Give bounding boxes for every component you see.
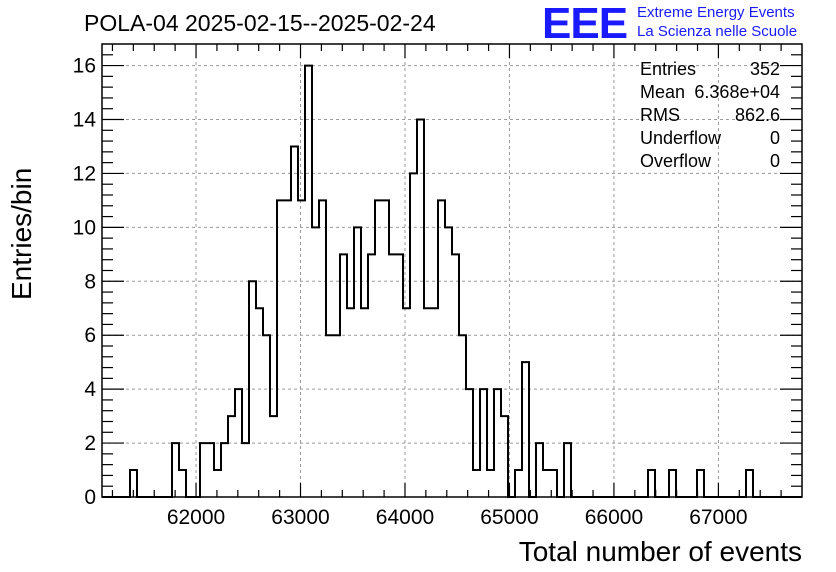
tick-labels: 0 2 4 6 8 10 12 14 16 62000 63000 64000 65000 66000 67… <box>73 55 748 529</box>
stats-value: 6.368e+04 <box>694 82 780 102</box>
stats-row-entries: Entries 352 <box>640 58 780 81</box>
x-tick-label: 63000 <box>271 506 329 529</box>
x-tick-label: 66000 <box>585 506 643 529</box>
stats-value: 0 <box>769 151 780 171</box>
y-tick-label: 8 <box>84 270 96 293</box>
logo-caption: Extreme Energy Events La Scienza nelle S… <box>637 3 797 41</box>
y-tick-label: 12 <box>73 162 96 185</box>
stats-label: Mean <box>640 82 686 102</box>
x-axis-label: Total number of events <box>518 536 802 567</box>
stats-row-underflow: Underflow 0 <box>640 127 780 150</box>
stats-row-overflow: Overflow 0 <box>640 150 780 173</box>
y-tick-label: 16 <box>73 55 96 78</box>
stats-label: Overflow <box>640 151 712 171</box>
y-axis-label: Entries/bin <box>6 167 37 300</box>
stats-row-mean: Mean 6.368e+04 <box>640 81 780 104</box>
stats-label: Underflow <box>640 128 722 148</box>
stats-value: 862.6 <box>734 105 780 125</box>
y-tick-label: 4 <box>84 378 96 401</box>
stats-label: RMS <box>640 105 680 125</box>
x-tick-label: 65000 <box>480 506 538 529</box>
stats-row-rms: RMS 862.6 <box>640 104 780 127</box>
y-tick-label: 14 <box>73 109 97 132</box>
chart-title: POLA-04 2025-02-15--2025-02-24 <box>84 10 436 36</box>
y-tick-label: 2 <box>84 432 96 455</box>
stats-box: Entries 352 Mean 6.368e+04 RMS 862.6 Underf… <box>640 58 780 173</box>
x-tick-label: 64000 <box>376 506 434 529</box>
stats-label: Entries <box>640 59 697 79</box>
y-tick-label: 6 <box>84 324 96 347</box>
y-tick-label: 0 <box>84 486 96 509</box>
stats-value: 0 <box>769 128 780 148</box>
x-tick-label: 62000 <box>167 506 225 529</box>
axis-ticks <box>102 44 802 498</box>
logo-line-2: La Scienza nelle Scuole <box>637 23 798 40</box>
x-tick-label: 67000 <box>689 506 747 529</box>
eee-logo: EEE <box>542 0 628 48</box>
y-tick-label: 10 <box>73 216 96 239</box>
logo-line-1: Extreme Energy Events <box>637 4 795 21</box>
stats-value: 352 <box>749 59 780 79</box>
